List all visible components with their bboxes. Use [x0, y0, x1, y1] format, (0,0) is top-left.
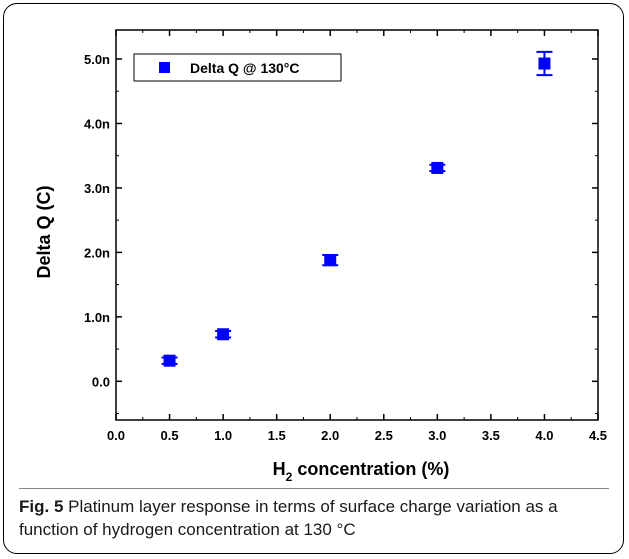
- x-tick-label: 4.0: [535, 428, 553, 443]
- figure-caption: Fig. 5 Platinum layer response in terms …: [19, 488, 609, 541]
- y-tick-label: 4.0n: [84, 116, 110, 131]
- x-tick-label: 0.0: [107, 428, 125, 443]
- data-marks: [161, 50, 553, 367]
- data-point: [431, 161, 444, 174]
- figure-frame: [3, 3, 624, 554]
- caption-label: Fig. 5: [19, 497, 64, 516]
- x-tick-label: 1.0: [214, 428, 232, 443]
- x-tick-label: 3.5: [482, 428, 500, 443]
- plot-area: [115, 29, 599, 421]
- x-tick-label: 0.5: [161, 428, 179, 443]
- data-point: [163, 354, 176, 367]
- x-tick-label: 2.5: [375, 428, 393, 443]
- x-tick-label: 4.5: [589, 428, 607, 443]
- x-axis-title-rest: concentration (%): [292, 459, 449, 479]
- y-tick-label: 0.0: [92, 374, 110, 389]
- x-tick-label: 2.0: [321, 428, 339, 443]
- y-tick-label: 5.0n: [84, 52, 110, 67]
- legend-marker: [159, 62, 170, 73]
- caption-text: Platinum layer response in terms of surf…: [19, 497, 558, 539]
- y-tick-label: 3.0n: [84, 181, 110, 196]
- data-point: [324, 254, 337, 267]
- y-tick-label: 2.0n: [84, 245, 110, 260]
- x-tick-label: 3.0: [428, 428, 446, 443]
- legend-label: Delta Q @ 130°C: [190, 60, 300, 76]
- x-tick-label: 1.5: [268, 428, 286, 443]
- x-axis-title-main: H: [273, 459, 286, 479]
- y-axis-title: Delta Q (C): [34, 185, 54, 278]
- y-tick-label: 1.0n: [84, 310, 110, 325]
- data-point: [217, 328, 230, 341]
- x-axis-title: H2 concentration (%): [273, 459, 450, 484]
- data-point: [538, 57, 551, 70]
- legend: Delta Q @ 130°C: [133, 53, 342, 82]
- axis-ticks: 0.0 0.5 1.0 1.5 2.0 2.5 3.0 3.5 4.0 4.5 0.0 1.0n 2.0…: [84, 30, 607, 443]
- plot-frame: [115, 29, 599, 421]
- x-axis-title-subscript: 2: [286, 470, 293, 484]
